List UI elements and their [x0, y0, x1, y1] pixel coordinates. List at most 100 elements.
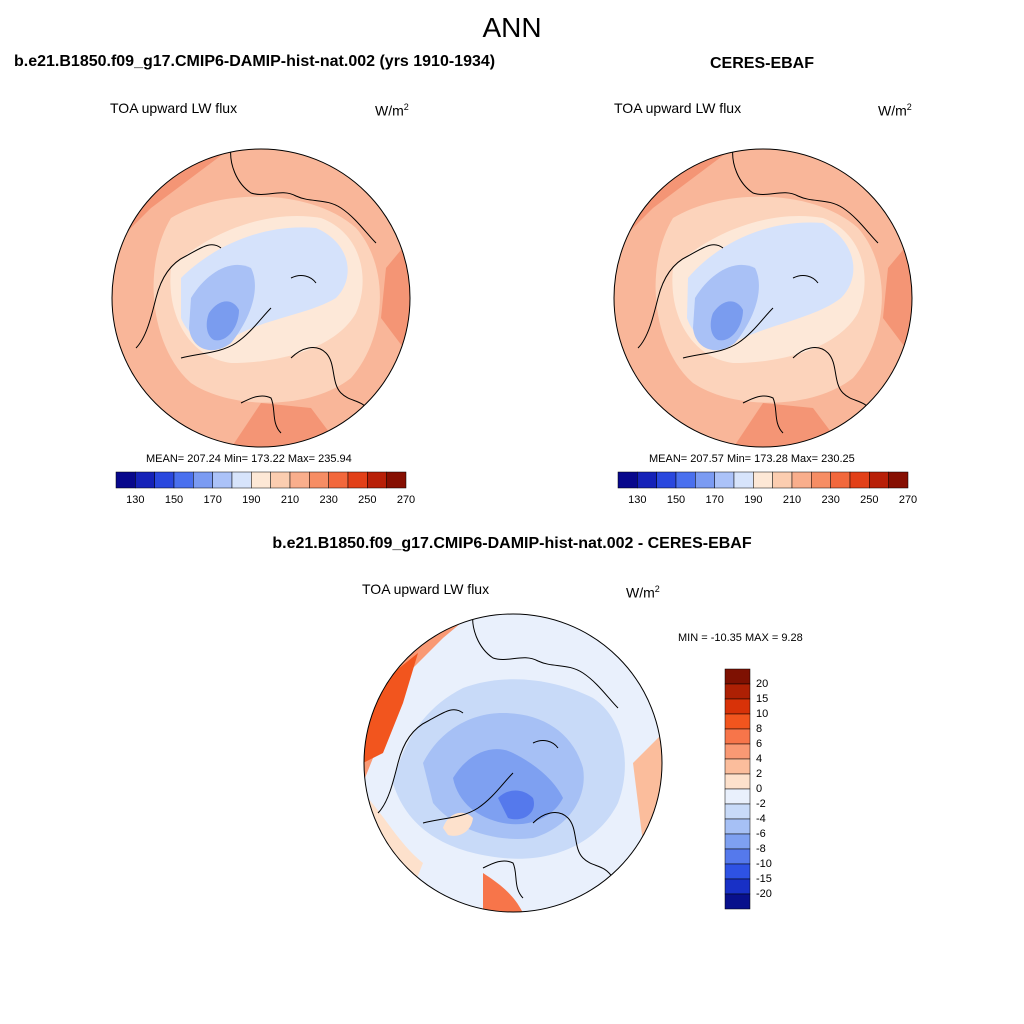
panel3-colorbar-label: 8 — [756, 722, 763, 735]
panel3-colorbar-labels: 20 15 10 8 6 4 2 0 -2 -4 -6 -8 -10 -15 -20 — [756, 669, 796, 909]
panel3-colorbar-swatch — [724, 698, 751, 715]
panel3-colorbar-swatch — [724, 893, 751, 910]
panel1-polar-map — [111, 148, 411, 448]
panel1-colorbar-tick-label: 190 — [242, 494, 261, 506]
panel3-colorbar-swatch — [724, 713, 751, 730]
diff-title: b.e21.B1850.f09_g17.CMIP6-DAMIP-hist-nat… — [272, 535, 752, 552]
panel2-colorbar-swatch — [733, 471, 754, 489]
panel1-colorbar-swatch — [328, 471, 349, 489]
panel1-variable-label: TOA upward LW flux — [110, 100, 238, 116]
panel3-colorbar-swatch — [724, 803, 751, 820]
panel3-colorbar-label: 6 — [756, 737, 763, 750]
panel1-coastlines — [135, 149, 377, 434]
panel2-colorbar-tick-label: 150 — [666, 494, 686, 506]
panel2-colorbar-tick-label: 250 — [860, 494, 879, 506]
panel1-units-label: W/m2 — [375, 102, 409, 119]
panel3-coastlines — [377, 614, 619, 899]
panel2-colorbar-swatch — [791, 471, 812, 489]
panel1-colorbar-swatch — [173, 471, 194, 489]
panel1-colorbar-swatch — [386, 471, 407, 489]
panel3-units-label: W/m2 — [626, 584, 660, 601]
panel2-case-title: CERES-EBAF — [710, 55, 815, 72]
panel3-polar-map — [363, 613, 663, 913]
panel3-colorbar-swatch — [724, 743, 751, 760]
panel2-colorbar-swatch — [830, 471, 851, 489]
panel1-case-title: b.e21.B1850.f09_g17.CMIP6-DAMIP-hist-nat… — [14, 53, 496, 70]
panel2-colorbar-swatch — [656, 471, 677, 489]
panel2-colorbar-tick-label: 170 — [705, 494, 724, 506]
panel1-colorbar-swatch — [367, 471, 387, 489]
panel1-colorbar-tick-label: 210 — [280, 494, 300, 506]
panel3-colorbar-swatch — [724, 788, 751, 805]
panel2-colorbar-tick-label: 270 — [898, 494, 918, 506]
panel1-stats: MEAN= 207.24 Min= 173.22 Max= 235.94 — [146, 453, 352, 465]
panel1-colorbar — [115, 471, 407, 489]
panel1-colorbar-swatch — [231, 471, 252, 489]
panel1-colorbar-swatch — [135, 471, 155, 489]
panel3-colorbar-swatch — [724, 848, 751, 865]
panel3-colorbar-label: -20 — [756, 887, 772, 900]
panel1-colorbar-swatch — [251, 471, 271, 489]
panel1-colorbar-swatch — [115, 471, 136, 489]
panel2-coastlines — [637, 149, 879, 434]
panel2-field-cool-deep — [710, 301, 743, 341]
panel2-stats: MEAN= 207.57 Min= 173.28 Max= 230.25 — [649, 453, 855, 465]
panel2-colorbar-tick-label: 210 — [782, 494, 802, 506]
panel2-colorbar — [617, 471, 909, 489]
panel1-colorbar-tick-label: 150 — [164, 494, 184, 506]
panel2-field-warm-e — [883, 238, 912, 358]
panel3-colorbar — [724, 668, 751, 910]
panel2-colorbar-tick-label: 190 — [744, 494, 763, 506]
panel2-colorbar-swatch — [695, 471, 715, 489]
panel3-colorbar-swatch — [724, 833, 751, 850]
panel2-colorbar-swatch — [714, 471, 735, 489]
panel3-field-warm-south — [483, 873, 523, 912]
panel3-colorbar-label: 2 — [756, 767, 763, 780]
panel2-colorbar-ticks: 130 150 170 190 210 230 250 270 — [618, 494, 917, 508]
panel2-variable-label: TOA upward LW flux — [614, 100, 742, 116]
panel3-colorbar-label: 0 — [756, 782, 763, 795]
panel1-colorbar-tick-label: 130 — [126, 494, 145, 506]
panel2-colorbar-swatch — [849, 471, 870, 489]
panel2-polar-map — [613, 148, 913, 448]
panel1-colorbar-tick-label: 230 — [319, 494, 338, 506]
panel3-colorbar-swatch — [724, 728, 751, 745]
panel2-colorbar-tick-label: 130 — [628, 494, 647, 506]
panel3-colorbar-swatch — [724, 758, 751, 775]
panel1-colorbar-swatch — [154, 471, 175, 489]
panel3-colorbar-label: -6 — [756, 827, 766, 840]
panel3-colorbar-label: -15 — [756, 872, 772, 885]
panel1-colorbar-swatch — [193, 471, 213, 489]
panel2-colorbar-swatch — [637, 471, 657, 489]
panel1-field-cool-deep — [206, 301, 239, 341]
panel3-field-cool-deep — [453, 749, 563, 825]
panel3-colorbar-swatch — [724, 773, 751, 790]
panel2-colorbar-swatch — [617, 471, 638, 489]
panel3-colorbar-swatch — [724, 818, 751, 835]
panel2-field-warm-s — [733, 403, 843, 447]
panel1-field-warm-s — [231, 403, 341, 447]
panel3-colorbar-label: 20 — [756, 677, 769, 690]
panel3-field-cool-deepest — [498, 790, 534, 820]
panel2-colorbar-swatch — [869, 471, 889, 489]
panel2-units-label: W/m2 — [878, 102, 912, 119]
panel3-field-warm-deep-west — [364, 653, 418, 763]
panel2-colorbar-swatch — [675, 471, 696, 489]
panel1-colorbar-swatch — [309, 471, 329, 489]
panel1-colorbar-tick-label: 170 — [203, 494, 222, 506]
panel2-colorbar-swatch — [772, 471, 793, 489]
panel3-colorbar-label: -8 — [756, 842, 766, 855]
panel3-variable-label: TOA upward LW flux — [362, 581, 490, 597]
panel3-colorbar-label: -2 — [756, 797, 766, 810]
panel3-colorbar-label: 10 — [756, 707, 769, 720]
panel2-colorbar-swatch — [811, 471, 831, 489]
panel1-colorbar-swatch — [270, 471, 291, 489]
panel2-colorbar-tick-label: 230 — [821, 494, 840, 506]
panel2-colorbar-swatch — [753, 471, 773, 489]
panel3-colorbar-label: 15 — [756, 692, 769, 705]
panel1-colorbar-swatch — [289, 471, 310, 489]
panel1-colorbar-tick-label: 270 — [396, 494, 416, 506]
panel1-colorbar-tick-label: 250 — [358, 494, 377, 506]
panel3-field-warm-patch — [443, 812, 473, 836]
figure-title: ANN — [482, 12, 542, 43]
